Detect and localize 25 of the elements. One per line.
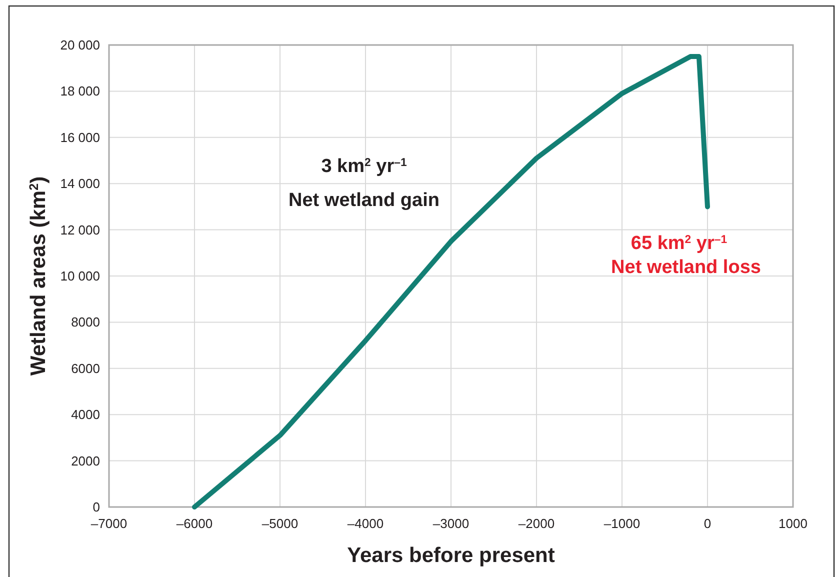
- annotation: Net wetland gain: [288, 190, 440, 211]
- x-tick-label: –7000: [90, 516, 128, 531]
- annotation: 3 km$^{2}$ yr$^{–1}$: [321, 156, 408, 177]
- x-axis-title: Years before present: [347, 544, 555, 567]
- x-tick-label: 1000: [778, 516, 808, 531]
- x-tick-label: –4000: [347, 516, 384, 531]
- y-tick-label: 2000: [71, 453, 100, 468]
- y-tick-label: 16 000: [60, 130, 100, 145]
- y-tick-label: 4000: [71, 407, 100, 422]
- y-tick-label: 20 000: [60, 38, 100, 52]
- y-tick-label: 12 000: [60, 222, 100, 238]
- x-tick-label: 0: [704, 516, 712, 531]
- y-tick-label: 0: [92, 500, 100, 514]
- x-tick-label: –6000: [176, 516, 213, 531]
- x-tick-label: –3000: [432, 516, 470, 531]
- y-tick-label: 18 000: [60, 84, 100, 99]
- y-tick-label: 6000: [71, 360, 100, 376]
- annotation: 65 km$^{2}$ yr$^{–1}$: [630, 233, 728, 254]
- y-tick-label: 10 000: [60, 268, 100, 284]
- annotation: Net wetland loss: [611, 257, 761, 278]
- y-tick-label: 14 000: [60, 176, 100, 192]
- y-tick-label: 8000: [71, 314, 100, 330]
- x-tick-label: –5000: [262, 516, 298, 531]
- x-tick-label: –1000: [604, 516, 640, 531]
- x-tick-label: –2000: [518, 516, 555, 531]
